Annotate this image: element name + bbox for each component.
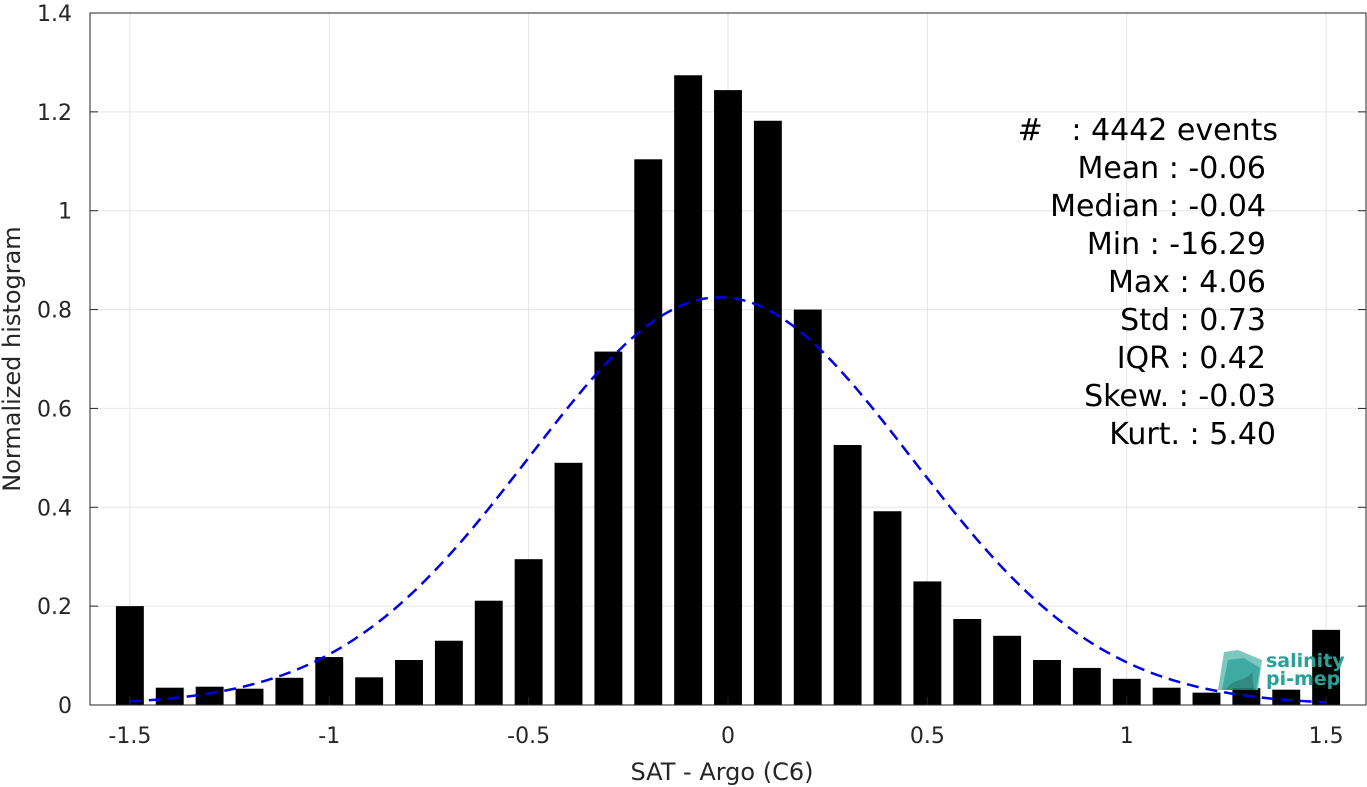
histogram-bar — [115, 606, 144, 705]
stat-mean: Mean : -0.06 — [1077, 151, 1266, 186]
x-tick-label: 1.5 — [1309, 724, 1344, 749]
y-tick-label: 0 — [58, 694, 72, 719]
stat-kurt: Kurt. : 5.40 — [1109, 417, 1276, 452]
histogram-bar — [474, 600, 503, 705]
stat-std: Std : 0.73 — [1120, 303, 1266, 338]
x-axis-label: SAT - Argo (C6) — [631, 758, 814, 786]
salinity-pi-mep-logo: salinity pi-mep — [1218, 650, 1345, 690]
x-tick-label: 0 — [721, 724, 735, 749]
histogram-bar — [1272, 689, 1301, 705]
histogram-bar — [674, 75, 703, 705]
y-tick-label: 0.6 — [37, 397, 72, 422]
histogram-bar — [1192, 692, 1221, 705]
y-tick-label: 1.4 — [37, 2, 72, 27]
histogram-bar — [753, 120, 782, 706]
x-tick-label: -1.5 — [108, 724, 151, 749]
stat-iqr: IQR : 0.42 — [1117, 341, 1266, 376]
histogram-bar — [793, 309, 822, 705]
histogram-bar — [913, 581, 942, 705]
x-axis-ticks: -1.5 -1 -0.5 0 0.5 1 1.5 — [108, 697, 1344, 749]
histogram-bar — [594, 351, 623, 705]
histogram-bar — [1072, 667, 1101, 705]
histogram-bar — [1312, 629, 1341, 705]
stat-skew: Skew. : -0.03 — [1084, 379, 1276, 414]
x-tick-label: -1 — [318, 724, 340, 749]
histogram-bar — [634, 159, 663, 705]
histogram-bar — [873, 511, 902, 705]
y-axis-ticks: 0 0.2 0.4 0.6 0.8 1 1.2 1.4 — [37, 2, 1366, 719]
histogram-bar — [993, 635, 1022, 705]
gaussian-fit-curve — [129, 295, 1327, 704]
wave-logo-icon — [1218, 650, 1262, 690]
stat-min: Min : -16.29 — [1087, 227, 1266, 262]
logo-text-pi-mep: pi-mep — [1266, 668, 1340, 690]
histogram-bar — [275, 677, 304, 705]
x-tick-label: 0.5 — [910, 724, 945, 749]
histogram-bar — [1152, 687, 1181, 705]
histogram-bar — [395, 660, 423, 705]
histogram-bar — [833, 445, 862, 705]
histogram-bar — [514, 559, 543, 705]
histogram-bar — [235, 688, 264, 705]
stat-median: Median : -0.04 — [1050, 189, 1266, 224]
y-tick-label: 0.2 — [37, 595, 72, 620]
stat-count: # : 4442 events — [1018, 113, 1278, 148]
histogram-bar — [714, 90, 742, 705]
y-tick-label: 1.2 — [37, 101, 72, 126]
y-tick-label: 0.8 — [37, 299, 72, 324]
histogram-bar — [554, 462, 583, 705]
y-tick-label: 1 — [58, 200, 72, 225]
x-tick-label: 1 — [1120, 724, 1134, 749]
y-tick-label: 0.4 — [37, 496, 72, 521]
stat-max: Max : 4.06 — [1108, 265, 1266, 300]
histogram-bar — [355, 677, 384, 705]
histogram-bar — [434, 640, 463, 705]
histogram-bars — [115, 75, 1341, 706]
histogram-bar — [195, 686, 224, 705]
histogram-bar — [155, 687, 184, 705]
x-tick-label: -0.5 — [507, 724, 550, 749]
stats-box: # : 4442 events Mean : -0.06 Median : -0… — [1018, 113, 1278, 452]
logo-text-salinity: salinity — [1266, 650, 1345, 672]
histogram-bar — [953, 618, 982, 705]
y-axis-label: Normalized histogram — [0, 226, 26, 491]
histogram-bar — [1033, 660, 1061, 705]
